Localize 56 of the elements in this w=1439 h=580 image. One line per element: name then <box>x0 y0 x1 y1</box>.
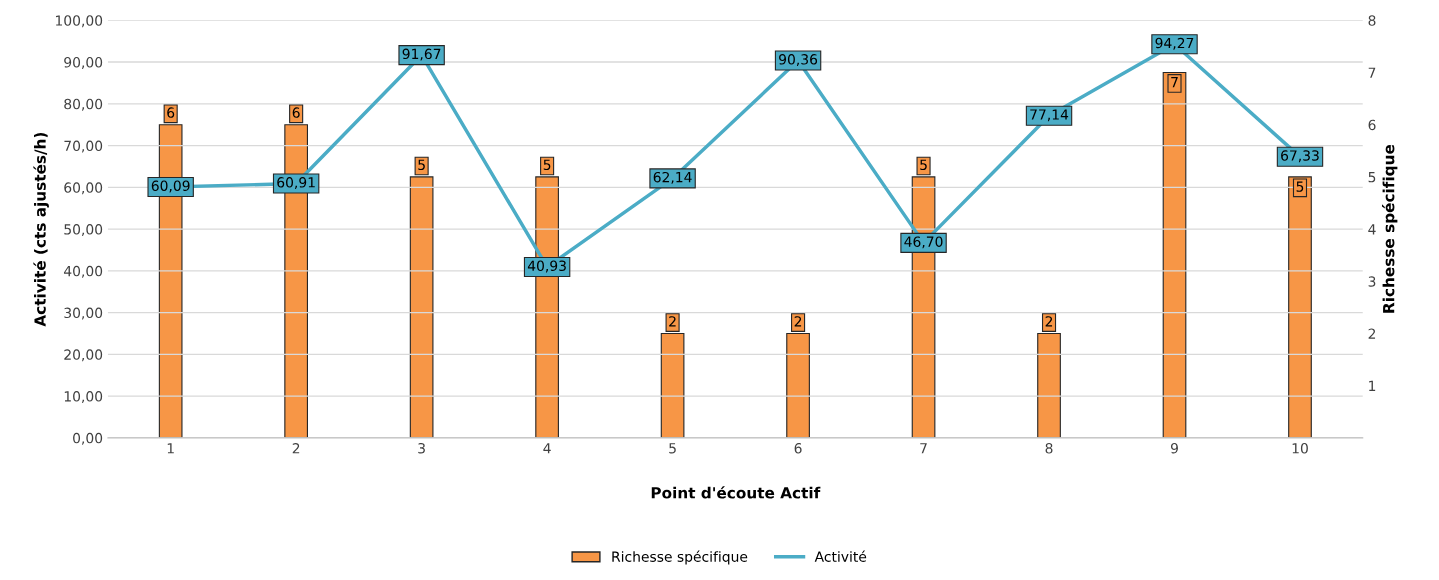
y2-tick-label: 2 <box>1368 328 1376 339</box>
data-label: 60,91 <box>277 177 315 189</box>
x-tick-label: 9 <box>1170 443 1178 454</box>
data-label: 5 <box>1296 181 1304 192</box>
y-tick-label: 100,00 <box>55 15 103 28</box>
y2-tick-label: 1 <box>1369 380 1376 391</box>
x-tick-label: 5 <box>669 443 676 454</box>
data-label: 2 <box>794 316 802 327</box>
y2-tick-label: 6 <box>1368 119 1376 131</box>
y-tick-label: 90,00 <box>64 57 103 69</box>
y2-tick-label: 3 <box>1368 276 1376 287</box>
y-tick-label: 80,00 <box>64 98 103 111</box>
bar <box>1162 71 1187 438</box>
data-label: 6 <box>167 107 175 118</box>
x-axis-title: Point d'écoute Actif <box>651 486 821 499</box>
data-label: 60,09 <box>151 180 190 193</box>
legend-label: Activité <box>814 550 867 562</box>
data-label: 2 <box>669 316 676 327</box>
x-tick-label: 6 <box>794 443 802 454</box>
bar <box>1288 176 1312 438</box>
data-label: 62,14 <box>653 171 692 184</box>
y-axis-title: Activité (cts ajustés/h) <box>33 132 49 327</box>
y2-tick-label: 8 <box>1368 15 1376 26</box>
y-tick-label: 20,00 <box>64 349 103 362</box>
x-tick-label: 3 <box>418 443 425 454</box>
data-label: 2 <box>1045 316 1053 327</box>
data-label: 7 <box>1171 77 1178 88</box>
y-tick-label: 30,00 <box>64 307 103 320</box>
legend-label: Richesse spécifique <box>612 550 748 565</box>
y-tick-label: 10,00 <box>64 391 103 404</box>
data-label: 5 <box>418 159 425 171</box>
x-tick-label: 8 <box>1045 443 1053 454</box>
y2-tick-label: 7 <box>1368 67 1376 78</box>
y-tick-label: 60,00 <box>64 182 103 195</box>
data-label: 94,27 <box>1155 37 1194 50</box>
y2-axis-title: Richesse spécifique <box>1381 144 1398 313</box>
y-tick-label: 70,00 <box>64 140 103 153</box>
x-tick-label: 7 <box>920 443 927 454</box>
y2-tick-label: 5 <box>1368 172 1376 183</box>
x-tick-label: 2 <box>292 443 300 454</box>
data-label: 77,14 <box>1030 109 1069 122</box>
x-tick-label: 10 <box>1292 443 1308 454</box>
data-label: 5 <box>920 159 927 171</box>
data-label: 6 <box>292 107 300 118</box>
x-tick-label: 1 <box>167 443 174 454</box>
y-tick-label: 40,00 <box>63 265 103 278</box>
data-label: 46,70 <box>904 236 943 249</box>
x-tick-label: 4 <box>543 443 551 454</box>
y-tick-label: 50,00 <box>64 224 103 236</box>
data-label: 40,93 <box>527 260 566 273</box>
data-label: 67,33 <box>1281 150 1319 163</box>
data-label: 90,36 <box>779 54 818 66</box>
y2-tick-label: 4 <box>1368 224 1376 235</box>
data-label: 91,67 <box>402 48 441 61</box>
y-tick-label: 0,00 <box>73 432 103 445</box>
data-label: 5 <box>543 159 551 171</box>
